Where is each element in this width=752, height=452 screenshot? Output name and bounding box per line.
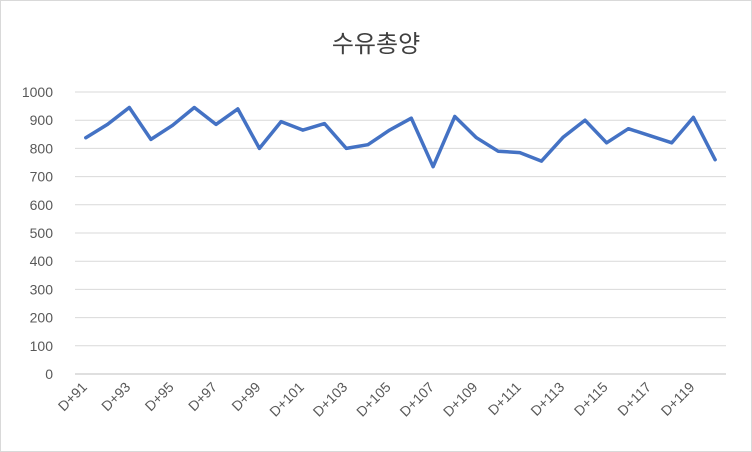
data-point (518, 151, 522, 155)
data-point (626, 127, 630, 131)
data-point (366, 143, 370, 147)
x-tick-label: D+111 (485, 379, 524, 418)
data-point (388, 128, 392, 132)
x-tick-label: D+103 (310, 379, 351, 420)
data-point (691, 115, 695, 119)
y-tick-label: 500 (30, 225, 54, 241)
data-point (453, 115, 457, 119)
y-tick-label: 700 (30, 169, 54, 185)
data-point (127, 106, 131, 110)
data-point (409, 116, 413, 120)
x-tick-label: D+95 (142, 379, 177, 414)
series-line (84, 105, 717, 169)
y-tick-label: 400 (30, 253, 54, 269)
x-tick-label: D+119 (658, 379, 698, 419)
data-point (496, 149, 500, 153)
data-point (583, 118, 587, 122)
y-tick-label: 0 (45, 366, 53, 382)
y-tick-label: 1000 (22, 84, 53, 100)
x-tick-label: D+117 (614, 379, 654, 419)
data-point (474, 136, 478, 140)
data-point (344, 146, 348, 150)
data-point (713, 158, 717, 162)
data-point (670, 141, 674, 145)
data-point (84, 136, 88, 140)
x-tick-label: D+109 (440, 379, 481, 420)
data-point (279, 120, 283, 124)
x-tick-label: D+91 (55, 379, 90, 414)
x-tick-label: D+107 (396, 379, 437, 420)
y-tick-label: 600 (30, 197, 54, 213)
data-point (171, 123, 175, 127)
chart-title: 수유총양 (331, 30, 421, 58)
y-tick-label: 200 (30, 310, 54, 326)
x-tick-label: D+93 (98, 379, 133, 414)
data-point (106, 122, 110, 126)
data-point (301, 128, 305, 132)
y-tick-label: 300 (30, 281, 54, 297)
data-point (605, 141, 609, 145)
y-tick-label: 800 (30, 140, 54, 156)
data-point (192, 106, 196, 110)
x-tick-label: D+99 (228, 379, 263, 414)
data-point (236, 107, 240, 111)
x-tick-label: D+115 (571, 379, 611, 419)
y-tick-label: 900 (30, 112, 54, 128)
x-tick-label: D+105 (353, 379, 394, 420)
data-point (431, 165, 435, 169)
x-tick-label: D+97 (185, 379, 220, 414)
data-point (323, 122, 327, 126)
data-point (561, 135, 565, 139)
x-tick-label: D+101 (266, 379, 307, 420)
x-tick-label: D+113 (527, 379, 567, 419)
data-point (149, 137, 153, 141)
data-point (214, 122, 218, 126)
data-point (648, 134, 652, 138)
data-point (257, 146, 261, 150)
y-tick-label: 100 (30, 338, 54, 354)
data-point (540, 159, 544, 163)
